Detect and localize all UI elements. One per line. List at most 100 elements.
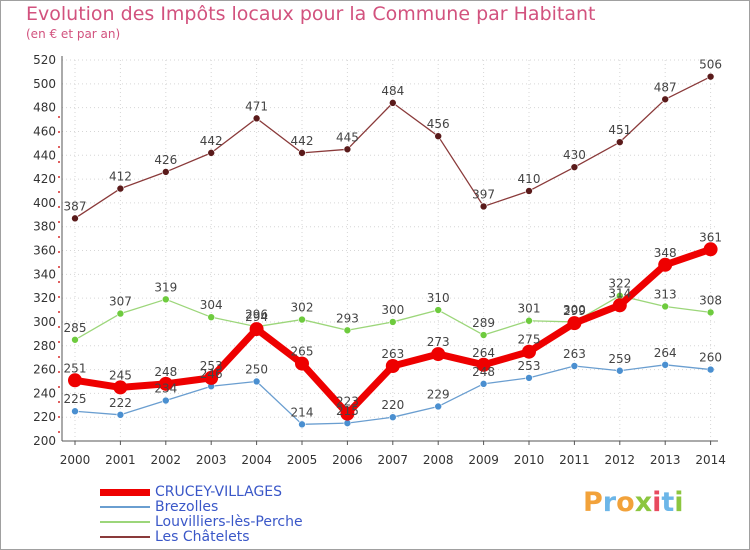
data-point: [116, 184, 125, 193]
chart-subtitle: (en € et par an): [26, 27, 121, 41]
data-label: 301: [518, 302, 541, 316]
data-label: 308: [699, 293, 722, 307]
x-tick-label: 2004: [241, 453, 272, 467]
series-line: [74, 76, 711, 219]
data-point: [116, 411, 125, 419]
legend-item-louvilliers-les-perche[interactable]: Louvilliers-lès-Perche: [100, 514, 360, 530]
data-label: 264: [654, 346, 677, 360]
data-label: 229: [427, 387, 450, 401]
data-label: 456: [427, 117, 450, 131]
data-label: 263: [563, 347, 586, 361]
axis-decoration: [58, 266, 60, 268]
y-tick-label: 240: [33, 386, 56, 400]
x-tick-label: 2013: [650, 453, 681, 467]
axis-decoration: [58, 371, 60, 373]
data-point: [615, 138, 624, 146]
data-label: 430: [563, 148, 586, 162]
axis-decoration: [58, 146, 60, 148]
y-tick-label: 460: [33, 124, 56, 138]
data-label: 299: [563, 304, 586, 318]
y-tick-label: 400: [33, 196, 56, 210]
data-label: 300: [381, 303, 404, 317]
data-point: [204, 370, 219, 385]
data-point: [661, 302, 670, 311]
data-point: [388, 318, 397, 326]
data-label: 253: [518, 359, 541, 373]
data-label: 273: [427, 335, 450, 349]
data-point: [388, 99, 397, 107]
data-point: [661, 95, 670, 104]
data-label: 451: [608, 123, 631, 137]
legend-label: Louvilliers-lès-Perche: [155, 514, 303, 530]
series-brezolles: [71, 360, 715, 429]
logo-letter: x: [634, 487, 653, 518]
data-point: [615, 366, 624, 375]
data-point: [116, 309, 125, 318]
data-point: [706, 72, 715, 81]
logo-letter: P: [583, 487, 603, 518]
data-label: 293: [336, 311, 359, 325]
proxiti-logo: Proxiti: [583, 487, 684, 518]
y-tick-label: 200: [33, 434, 56, 448]
axis-decoration: [58, 356, 60, 358]
data-point: [295, 356, 309, 371]
y-tick-label: 300: [33, 315, 56, 329]
legend-item-crucey-villages[interactable]: CRUCEY-VILLAGES: [100, 484, 360, 500]
data-point: [68, 373, 82, 388]
data-label: 348: [654, 246, 677, 260]
logo-letter: i: [674, 487, 684, 518]
y-tick-label: 260: [33, 363, 56, 377]
data-point: [434, 306, 443, 314]
data-point: [476, 357, 491, 372]
y-tick-label: 380: [33, 220, 56, 234]
data-point: [343, 145, 352, 154]
data-point: [385, 358, 400, 373]
data-point: [479, 380, 488, 388]
logo-letter: o: [616, 487, 635, 518]
data-label: 253: [200, 359, 223, 373]
data-point: [162, 295, 170, 304]
data-point: [661, 360, 670, 369]
data-label: 387: [64, 199, 87, 213]
data-label: 484: [381, 84, 404, 98]
x-tick-label: 2010: [514, 453, 545, 467]
data-label: 285: [64, 321, 87, 335]
legend-item-brezolles[interactable]: Brezolles: [100, 499, 360, 515]
data-label: 294: [245, 310, 268, 324]
logo-letter: t: [661, 487, 675, 518]
data-label: 265: [291, 345, 314, 359]
data-label: 275: [518, 333, 541, 347]
data-label: 445: [336, 130, 359, 144]
data-label: 314: [608, 286, 631, 300]
data-label: 225: [64, 392, 87, 406]
axis-decoration: [58, 131, 60, 133]
data-point: [298, 315, 306, 324]
data-point: [431, 347, 446, 362]
logo-letter: r: [602, 487, 617, 518]
data-point: [207, 149, 215, 157]
legend: CRUCEY-VILLAGES Brezolles Louvilliers-lè…: [100, 484, 360, 545]
data-point: [298, 149, 306, 157]
data-point: [298, 420, 306, 429]
data-point: [207, 313, 215, 321]
y-tick-label: 360: [33, 244, 56, 258]
series-crucey-villages: [68, 242, 718, 421]
axis-decoration: [58, 431, 60, 433]
tick-labels: 200 220 240 260 280 300 320 340 360 380 400 420 440 4…: [33, 53, 726, 467]
axis-decoration: [58, 341, 60, 343]
data-point: [388, 413, 397, 421]
data-point: [525, 316, 533, 325]
data-label: 442: [291, 134, 314, 148]
data-point: [522, 344, 536, 359]
data-label: 215: [336, 404, 359, 418]
data-point: [71, 407, 79, 416]
data-label: 260: [699, 351, 722, 365]
data-point: [158, 376, 173, 391]
data-point: [343, 326, 352, 335]
data-point: [706, 308, 715, 317]
axis-decoration: [58, 206, 60, 208]
legend-item-les-chatelets[interactable]: Les Châtelets: [100, 529, 360, 545]
legend-swatch: [100, 521, 150, 523]
axis-decoration: [58, 311, 60, 313]
